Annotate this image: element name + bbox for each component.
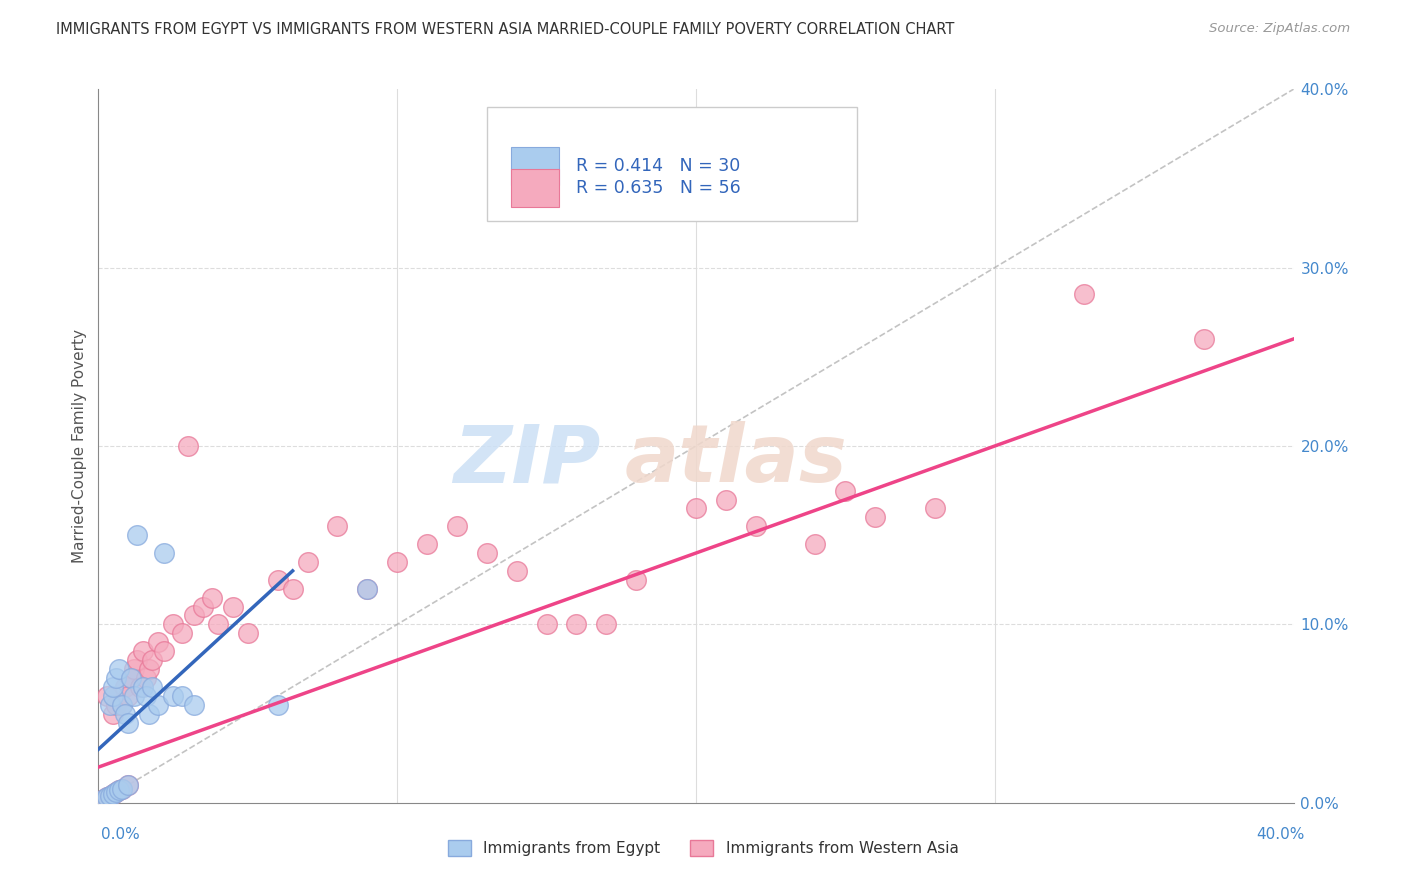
Legend: Immigrants from Egypt, Immigrants from Western Asia: Immigrants from Egypt, Immigrants from W…: [441, 834, 965, 862]
Point: [565, 617, 588, 632]
Point: [111, 781, 134, 796]
Point: [191, 599, 214, 614]
Point: [100, 789, 122, 803]
Point: [117, 778, 139, 792]
Point: [135, 671, 157, 685]
Point: [103, 706, 125, 721]
Point: [141, 653, 163, 667]
Point: [111, 698, 134, 712]
Point: [105, 698, 128, 712]
Point: [236, 626, 259, 640]
Point: [172, 689, 194, 703]
Point: [108, 783, 131, 797]
Text: 0.0%: 0.0%: [101, 827, 141, 841]
Text: 40.0%: 40.0%: [1257, 827, 1305, 841]
Point: [103, 689, 125, 703]
Point: [111, 781, 134, 796]
Point: [446, 519, 468, 533]
Point: [281, 582, 304, 596]
Point: [595, 617, 617, 632]
Point: [93, 792, 115, 806]
Point: [183, 608, 205, 623]
Point: [385, 555, 409, 569]
Point: [162, 689, 184, 703]
Point: [222, 599, 245, 614]
Point: [138, 706, 160, 721]
Point: [129, 680, 152, 694]
Y-axis label: Married-Couple Family Poverty: Married-Couple Family Poverty: [72, 329, 87, 563]
Point: [148, 635, 170, 649]
Point: [127, 653, 149, 667]
Point: [924, 501, 946, 516]
Point: [162, 617, 184, 632]
Point: [103, 787, 125, 801]
Point: [148, 698, 170, 712]
Point: [172, 626, 194, 640]
Text: IMMIGRANTS FROM EGYPT VS IMMIGRANTS FROM WESTERN ASIA MARRIED-COUPLE FAMILY POVE: IMMIGRANTS FROM EGYPT VS IMMIGRANTS FROM…: [56, 22, 955, 37]
Point: [117, 715, 139, 730]
Point: [356, 582, 378, 596]
Point: [114, 680, 136, 694]
Point: [132, 644, 155, 658]
Point: [96, 790, 118, 805]
Point: [141, 680, 163, 694]
Text: ZIP: ZIP: [453, 421, 600, 500]
Point: [1192, 332, 1215, 346]
Text: Source: ZipAtlas.com: Source: ZipAtlas.com: [1209, 22, 1350, 36]
Point: [1073, 287, 1095, 301]
Point: [297, 555, 319, 569]
Point: [124, 662, 146, 676]
Point: [124, 689, 146, 703]
Point: [114, 706, 136, 721]
Point: [834, 483, 856, 498]
Point: [117, 778, 139, 792]
Point: [103, 787, 125, 801]
Point: [127, 528, 149, 542]
Point: [804, 537, 827, 551]
Point: [356, 582, 378, 596]
Point: [506, 564, 529, 578]
Point: [105, 785, 128, 799]
Point: [93, 792, 115, 806]
FancyBboxPatch shape: [486, 107, 858, 221]
Point: [153, 644, 176, 658]
Point: [138, 662, 160, 676]
Text: atlas: atlas: [624, 421, 846, 500]
Point: [111, 698, 134, 712]
Point: [201, 591, 224, 605]
Point: [416, 537, 439, 551]
Point: [714, 492, 737, 507]
Point: [865, 510, 887, 524]
FancyBboxPatch shape: [510, 147, 558, 185]
Point: [267, 573, 290, 587]
Point: [475, 546, 498, 560]
Point: [183, 698, 205, 712]
Point: [536, 617, 558, 632]
Point: [745, 519, 768, 533]
Point: [117, 689, 139, 703]
Point: [132, 680, 155, 694]
Point: [105, 671, 128, 685]
Point: [626, 573, 648, 587]
Point: [267, 698, 290, 712]
Point: [326, 519, 349, 533]
Point: [108, 662, 131, 676]
Point: [120, 671, 142, 685]
Point: [207, 617, 229, 632]
Point: [100, 789, 122, 803]
Text: R = 0.414   N = 30: R = 0.414 N = 30: [576, 157, 741, 175]
Point: [153, 546, 176, 560]
Point: [135, 689, 157, 703]
Point: [96, 790, 118, 805]
Point: [103, 680, 125, 694]
FancyBboxPatch shape: [510, 169, 558, 207]
Point: [120, 671, 142, 685]
Point: [685, 501, 707, 516]
Text: R = 0.635   N = 56: R = 0.635 N = 56: [576, 179, 741, 197]
Point: [105, 785, 128, 799]
Point: [177, 439, 200, 453]
Point: [96, 689, 118, 703]
Point: [108, 783, 131, 797]
Point: [100, 698, 122, 712]
